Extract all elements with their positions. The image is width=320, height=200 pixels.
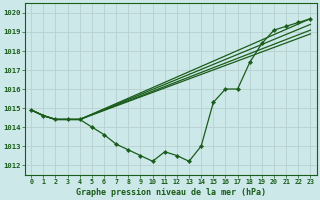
X-axis label: Graphe pression niveau de la mer (hPa): Graphe pression niveau de la mer (hPa) <box>76 188 266 197</box>
